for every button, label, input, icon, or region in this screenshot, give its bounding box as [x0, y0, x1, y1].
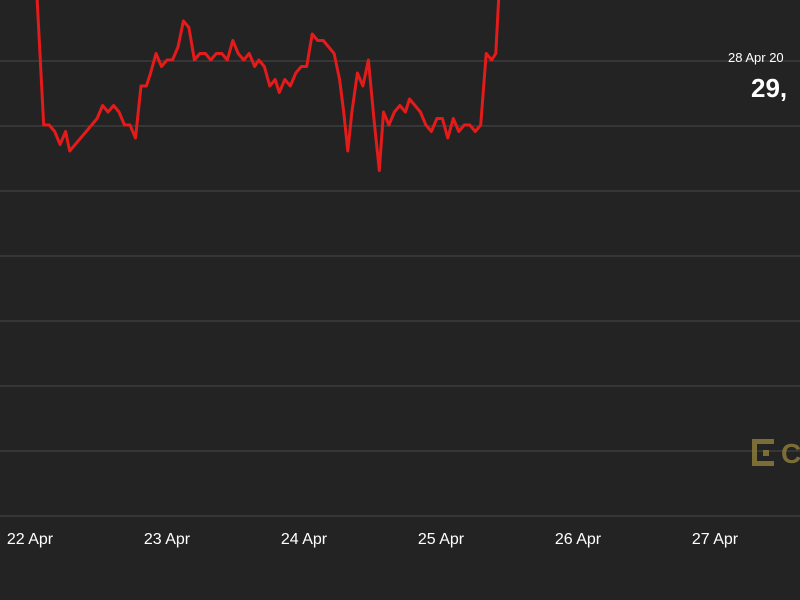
x-tick-label: 23 Apr	[144, 531, 191, 548]
x-tick-label: 25 Apr	[418, 531, 465, 548]
gridlines	[0, 60, 800, 517]
x-tick-label: 22 Apr	[7, 531, 54, 548]
price-line-segment-down	[35, 0, 501, 172]
x-tick-label: 26 Apr	[555, 531, 602, 548]
x-tick-label: 27 Apr	[692, 531, 739, 548]
price-series	[35, 0, 501, 172]
hover-date-label: 28 Apr 20	[728, 50, 784, 65]
watermark-logo: C	[752, 438, 800, 469]
hover-price-label: 29,	[751, 73, 787, 103]
x-tick-label: 24 Apr	[281, 531, 328, 548]
x-axis: 22 Apr 23 Apr 24 Apr 25 Apr 26 Apr 27 Apr	[7, 531, 739, 548]
watermark-text: C	[781, 438, 800, 469]
watermark-icon	[752, 439, 774, 466]
